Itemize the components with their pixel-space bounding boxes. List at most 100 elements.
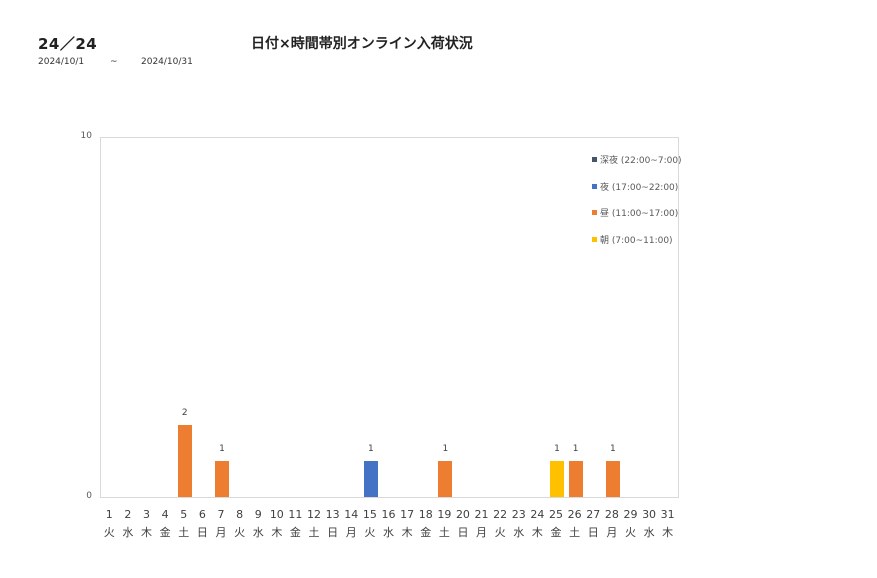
x-tick-day: 19 (437, 508, 452, 521)
x-tick-label: 14 月 (342, 508, 361, 541)
x-tick-weekday: 日 (587, 526, 599, 539)
x-tick-day: 9 (254, 508, 262, 521)
x-tick-label: 17 木 (398, 508, 417, 541)
x-tick-day: 2 (124, 508, 132, 521)
x-tick-weekday: 火 (364, 526, 376, 539)
x-tick-day: 15 (362, 508, 377, 521)
x-tick-day: 21 (474, 508, 489, 521)
x-tick-day: 24 (530, 508, 545, 521)
x-tick-label: 20 日 (454, 508, 473, 541)
x-tick-weekday: 土 (178, 526, 190, 539)
x-tick-day: 30 (642, 508, 657, 521)
bar-value-label: 1 (442, 444, 449, 455)
legend-item-morning: 朝 (7:00~11:00) (592, 233, 673, 246)
x-tick-day: 4 (161, 508, 169, 521)
header-count: 24／24 (38, 35, 98, 53)
legend-swatch-late-night (592, 157, 597, 162)
x-tick-label: 29 火 (621, 508, 640, 541)
x-tick-day: 3 (143, 508, 151, 521)
bar-segment (605, 461, 620, 497)
x-tick-weekday: 月 (476, 526, 488, 539)
x-tick-weekday: 水 (513, 526, 525, 539)
x-tick-label: 31 木 (658, 508, 677, 541)
date-range-separator: ~ (110, 57, 118, 67)
bar-value-label: 1 (219, 444, 225, 455)
x-axis: 1 火 2 水 3 木 4 金 5 土 6 日 7 月 8 火 9 水 10 木 11 金 12 土 13 日 14 月 15 火 16 水 1… (100, 508, 677, 548)
x-tick-label: 15 火 (361, 508, 380, 541)
x-tick-day: 14 (344, 508, 359, 521)
legend-item-late-night: 深夜 (22:00~7:00) (592, 153, 682, 166)
bar-segment (550, 461, 565, 497)
legend-label: 深夜 (22:00~7:00) (600, 156, 682, 166)
x-tick-day: 13 (325, 508, 340, 521)
x-tick-day: 17 (400, 508, 415, 521)
x-tick-label: 11 金 (286, 508, 305, 541)
legend-swatch-night (592, 184, 597, 189)
x-tick-weekday: 日 (196, 526, 208, 539)
x-tick-weekday: 金 (420, 526, 432, 539)
x-tick-day: 12 (307, 508, 322, 521)
bar-segment (438, 461, 453, 497)
x-tick-weekday: 金 (550, 526, 562, 539)
x-tick-day: 20 (455, 508, 470, 521)
x-tick-weekday: 日 (327, 526, 339, 539)
x-tick-label: 23 水 (509, 508, 528, 541)
x-tick-weekday: 水 (122, 526, 134, 539)
x-tick-label: 22 火 (491, 508, 510, 541)
legend-swatch-morning (592, 237, 597, 242)
x-tick-day: 22 (493, 508, 508, 521)
bar-segment (363, 461, 378, 497)
x-tick-weekday: 木 (662, 526, 674, 539)
x-tick-weekday: 水 (382, 526, 394, 539)
x-tick-weekday: 木 (531, 526, 543, 539)
x-tick-weekday: 月 (215, 526, 227, 539)
legend-label: 夜 (17:00~22:00) (600, 183, 679, 193)
x-tick-weekday: 金 (289, 526, 301, 539)
x-tick-weekday: 水 (643, 526, 655, 539)
x-tick-label: 21 月 (472, 508, 491, 541)
legend-label: 朝 (7:00~11:00) (600, 236, 673, 246)
x-tick-weekday: 火 (494, 526, 506, 539)
x-tick-weekday: 月 (345, 526, 357, 539)
x-tick-label: 28 月 (603, 508, 622, 541)
y-tick-zero: 0 (86, 491, 92, 501)
bar-value-label: 1 (572, 444, 579, 455)
bar-value-label: 1 (609, 444, 616, 455)
x-tick-day: 23 (511, 508, 526, 521)
x-tick-label: 19 土 (435, 508, 454, 541)
x-tick-day: 5 (180, 508, 188, 521)
x-tick-label: 25 金 (547, 508, 566, 541)
x-tick-day: 27 (586, 508, 601, 521)
x-tick-day: 28 (604, 508, 619, 521)
x-tick-weekday: 木 (141, 526, 153, 539)
x-tick-day: 1 (105, 508, 113, 521)
bar-segment (214, 461, 229, 497)
x-tick-day: 26 (567, 508, 582, 521)
x-tick-day: 18 (418, 508, 433, 521)
bar-value-label: 1 (368, 444, 374, 455)
x-tick-weekday: 木 (271, 526, 283, 539)
bar-segment (177, 425, 192, 497)
legend-swatch-day (592, 210, 597, 215)
x-tick-weekday: 土 (308, 526, 320, 539)
x-tick-weekday: 土 (438, 526, 450, 539)
x-tick-weekday: 日 (457, 526, 469, 539)
x-tick-label: 24 木 (528, 508, 547, 541)
legend-item-day: 昼 (11:00~17:00) (592, 206, 678, 219)
x-tick-day: 7 (217, 508, 225, 521)
bar-value-label: 2 (181, 408, 188, 419)
legend-item-night: 夜 (17:00~22:00) (592, 180, 678, 193)
x-tick-weekday: 火 (624, 526, 636, 539)
date-from: 2024/10/1 (38, 57, 85, 67)
x-tick-day: 25 (549, 508, 563, 521)
x-tick-weekday: 火 (234, 526, 246, 539)
